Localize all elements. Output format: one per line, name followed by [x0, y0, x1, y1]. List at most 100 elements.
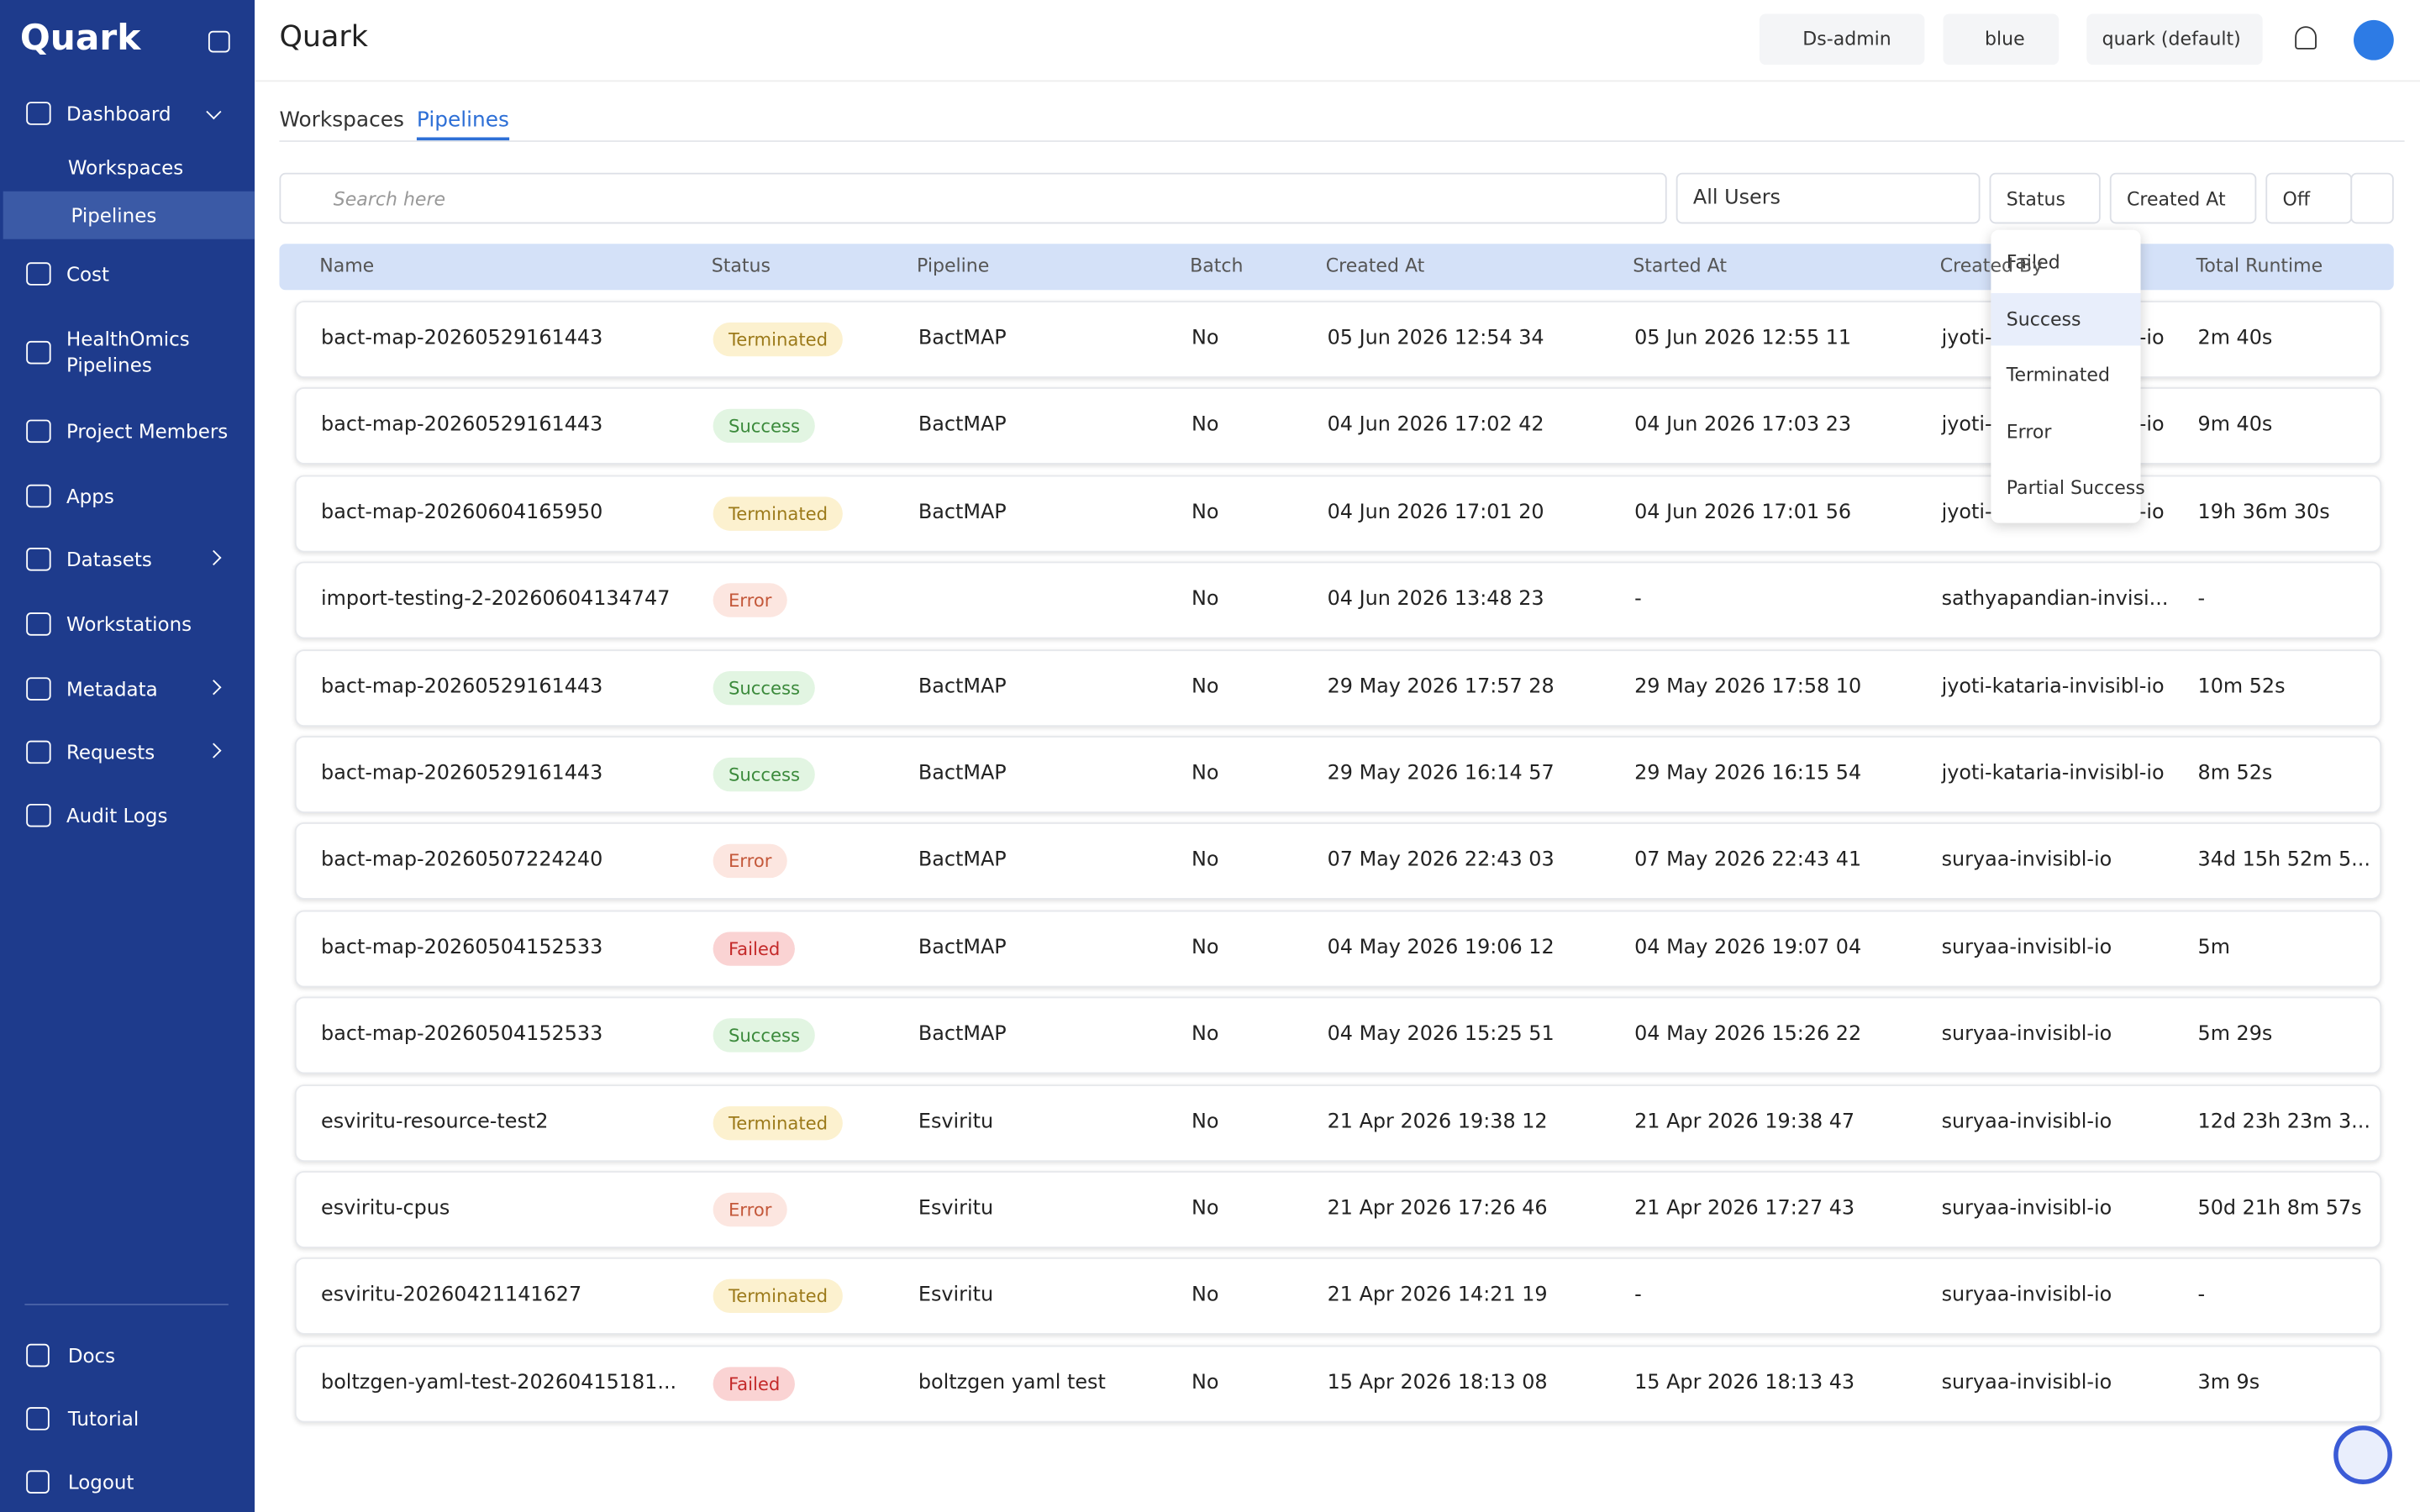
cell: No [1191, 327, 1219, 350]
cell: bact-map-20260529161443 [321, 762, 603, 785]
cell: 04 May 2026 19:06 12 [1327, 936, 1555, 960]
cell: esviritu-resource-test2 [321, 1110, 549, 1134]
cell: No [1191, 936, 1219, 960]
column-header[interactable]: Created By [1939, 255, 2044, 276]
nav-icon [26, 340, 51, 365]
nav-item[interactable]: Workstations [66, 612, 192, 636]
nav-icon [26, 612, 51, 636]
cell: 8m 52s [2197, 762, 2273, 785]
main: Quark Ds-admin blue quark (default) Work… [255, 0, 2420, 1512]
refresh-button[interactable] [2350, 172, 2394, 224]
users-select[interactable]: All Users [1676, 172, 1981, 224]
nav-item[interactable]: Apps [66, 484, 114, 508]
column-header[interactable]: Name [319, 255, 375, 276]
column-header[interactable]: Created At [1325, 255, 1425, 276]
column-header[interactable]: Status [711, 255, 771, 276]
table-row[interactable]: esviritu-cpus Error Esviritu No 21 Apr 2026 … [294, 1171, 2382, 1248]
table-row[interactable]: bact-map-20260529161443 Success BactMAP No 2… [294, 736, 2382, 813]
nav-item[interactable]: Datasets [66, 548, 152, 571]
page-title: Quark [279, 19, 369, 55]
cell: 07 May 2026 22:43 41 [1634, 848, 1862, 873]
nav-item[interactable]: Metadata [66, 677, 158, 701]
status-badge: Success [713, 409, 816, 444]
cell: No [1191, 675, 1219, 699]
cell: No [1191, 762, 1219, 785]
search-input[interactable]: Search here [279, 172, 1667, 224]
table-row[interactable]: esviritu-20260421141627 Terminated Esvirit… [294, 1257, 2382, 1336]
nav-icon [26, 1343, 50, 1368]
cell: bact-map-20260604165950 [321, 501, 603, 525]
cell: No [1191, 1197, 1219, 1221]
cell: 50d 21h 8m 57s [2197, 1197, 2362, 1221]
cell: 21 Apr 2026 19:38 47 [1634, 1110, 1855, 1134]
cell: 04 May 2026 15:25 51 [1327, 1023, 1555, 1047]
cell: suryaa-invisibl-io [1941, 1110, 2112, 1134]
nav-item[interactable]: Audit Logs [66, 803, 168, 827]
column-header[interactable]: Total Runtime [2196, 255, 2323, 276]
cell: 04 Jun 2026 17:02 42 [1327, 413, 1544, 438]
dropdown-option[interactable]: Error [2006, 421, 2052, 443]
refresh-select[interactable]: Off [2265, 172, 2353, 224]
collapse-button[interactable] [208, 30, 230, 53]
nav-item[interactable]: Tutorial [67, 1407, 139, 1431]
cell: No [1191, 1023, 1219, 1047]
column-header[interactable]: Started At [1633, 255, 1728, 276]
created-filter[interactable]: Created At [2109, 172, 2257, 224]
cell: suryaa-invisibl-io [1941, 1371, 2112, 1395]
status-badge: Error [713, 583, 787, 618]
nav-subitem[interactable]: Pipelines [71, 203, 157, 228]
tab[interactable]: Workspaces [279, 108, 404, 133]
status-badge: Error [713, 844, 787, 879]
cell: 19h 36m 30s [2197, 501, 2330, 525]
table-row[interactable]: esviritu-resource-test2 Terminated Esvirit… [294, 1084, 2382, 1162]
nav-icon [26, 484, 51, 508]
cell: bact-map-20260529161443 [321, 413, 603, 438]
cell: import-testing-2-20260604134747 [321, 588, 671, 612]
nav-item[interactable]: Docs [67, 1343, 116, 1368]
cell: 04 Jun 2026 17:01 20 [1327, 501, 1544, 525]
tab-active[interactable]: Pipelines [416, 108, 509, 141]
chat-widget[interactable] [2333, 1425, 2392, 1484]
nav-subitem[interactable]: Workspaces [67, 155, 184, 180]
nav-item[interactable]: Cost [66, 262, 110, 286]
table-row[interactable]: bact-map-20260529161443 Success BactMAP No 2… [294, 648, 2382, 727]
column-header[interactable]: Batch [1190, 255, 1244, 276]
nav-item[interactable]: Requests [66, 740, 155, 764]
nav-icon [26, 1470, 50, 1494]
dropdown-option[interactable]: Failed [2006, 251, 2060, 274]
table-row[interactable]: import-testing-2-20260604134747 Error No 04… [294, 561, 2382, 639]
cell: suryaa-invisibl-io [1941, 1197, 2112, 1221]
status-badge: Terminated [713, 1279, 844, 1314]
cell: BactMAP [918, 327, 1007, 350]
dropdown-option[interactable]: Terminated [2006, 364, 2110, 386]
table-row[interactable]: bact-map-20260504152533 Success BactMAP No 0… [294, 996, 2382, 1074]
workspace-select[interactable]: quark (default) [2086, 13, 2263, 66]
cell: BactMAP [918, 848, 1007, 873]
notifications[interactable] [2295, 26, 2317, 50]
nav-item[interactable]: Project Members [66, 419, 229, 444]
cell: bact-map-20260504152533 [321, 1023, 603, 1047]
status-badge: Error [713, 1192, 787, 1227]
table-row[interactable]: bact-map-20260504152533 Failed BactMAP No 04… [294, 910, 2382, 988]
dropdown-option[interactable]: Partial Success [2006, 477, 2145, 499]
theme-select[interactable]: blue [1943, 13, 2060, 66]
nav-icon [26, 548, 51, 571]
status-filter[interactable]: Status [1989, 172, 2101, 224]
cell: BactMAP [918, 501, 1007, 525]
column-header[interactable]: Pipeline [917, 255, 990, 276]
table-row[interactable]: boltzgen-yaml-test-20260415181... Failed b… [294, 1345, 2382, 1423]
cell: 5m [2197, 936, 2230, 960]
cell: bact-map-20260507224240 [321, 848, 603, 873]
cell: 07 May 2026 22:43 03 [1327, 848, 1555, 873]
nav-icon [26, 740, 51, 764]
cell: 21 Apr 2026 17:27 43 [1634, 1197, 1855, 1221]
table-row[interactable]: bact-map-20260507224240 Error BactMAP No 07 … [294, 822, 2382, 900]
nav-item[interactable]: Dashboard [66, 102, 171, 125]
role-select[interactable]: Ds-admin [1759, 13, 1925, 66]
nav-item[interactable]: Logout [67, 1470, 134, 1494]
nav-item[interactable]: HealthOmics Pipelines [66, 327, 190, 377]
nav-icon [26, 803, 51, 827]
dropdown-option[interactable]: Success [1991, 292, 2141, 345]
avatar[interactable] [2354, 19, 2394, 60]
